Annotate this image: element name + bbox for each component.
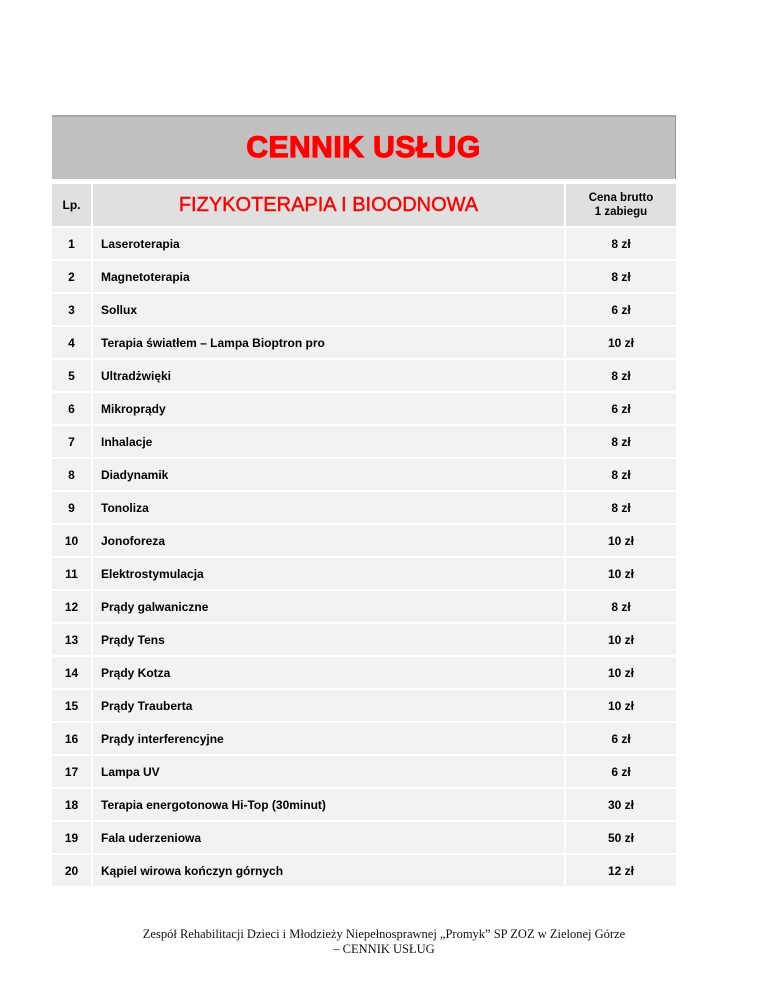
table-row: 19 Fala uderzeniowa 50 zł — [52, 822, 676, 853]
cell-price: 8 zł — [566, 591, 676, 622]
cell-lp: 17 — [52, 756, 91, 787]
cell-price: 8 zł — [566, 261, 676, 292]
table-row: 15 Prądy Trauberta 10 zł — [52, 690, 676, 721]
table-row: 10 Jonoforeza 10 zł — [52, 525, 676, 556]
table-row: 9 Tonoliza 8 zł — [52, 492, 676, 523]
table-row: 11 Elektrostymulacja 10 zł — [52, 558, 676, 589]
cell-name: Sollux — [91, 294, 566, 325]
cell-name: Ultradżwięki — [91, 360, 566, 391]
cell-price: 6 zł — [566, 723, 676, 754]
cell-price: 50 zł — [566, 822, 676, 853]
cell-name: Lampa UV — [91, 756, 566, 787]
table-row: 20 Kąpiel wirowa kończyn górnych 12 zł — [52, 855, 676, 886]
cell-name: Terapia energotonowa Hi-Top (30minut) — [91, 789, 566, 820]
cell-lp: 6 — [52, 393, 91, 424]
cell-name: Mikroprądy — [91, 393, 566, 424]
cell-price: 6 zł — [566, 756, 676, 787]
cell-lp: 9 — [52, 492, 91, 523]
header-lp: Lp. — [52, 184, 91, 226]
cell-price: 10 zł — [566, 525, 676, 556]
cell-name: Inhalacje — [91, 426, 566, 457]
title-band: CENNIK USŁUG — [52, 115, 676, 179]
table-row: 8 Diadynamik 8 zł — [52, 459, 676, 490]
cell-lp: 2 — [52, 261, 91, 292]
table-row: 18 Terapia energotonowa Hi-Top (30minut) 3… — [52, 789, 676, 820]
cell-lp: 20 — [52, 855, 91, 886]
cell-price: 8 zł — [566, 492, 676, 523]
cell-lp: 1 — [52, 228, 91, 259]
cell-name: Prądy Tens — [91, 624, 566, 655]
page-title: CENNIK USŁUG — [246, 130, 481, 164]
table-row: 16 Prądy interferencyjne 6 zł — [52, 723, 676, 754]
cell-name: Magnetoterapia — [91, 261, 566, 292]
table-row: 4 Terapia światłem – Lampa Bioptron pro 10… — [52, 327, 676, 358]
table-row: 14 Prądy Kotza 10 zł — [52, 657, 676, 688]
table-row: 1 Laseroterapia 8 zł — [52, 228, 676, 259]
cell-price: 6 zł — [566, 393, 676, 424]
cell-price: 8 zł — [566, 228, 676, 259]
cell-lp: 5 — [52, 360, 91, 391]
cell-price: 10 zł — [566, 327, 676, 358]
cell-price: 10 zł — [566, 690, 676, 721]
table-row: 13 Prądy Tens 10 zł — [52, 624, 676, 655]
cell-lp: 3 — [52, 294, 91, 325]
header-price: Cena brutto 1 zabiegu — [566, 184, 676, 226]
cell-name: Prądy Trauberta — [91, 690, 566, 721]
table-row: 5 Ultradżwięki 8 zł — [52, 360, 676, 391]
cell-lp: 10 — [52, 525, 91, 556]
cell-price: 12 zł — [566, 855, 676, 886]
cell-lp: 4 — [52, 327, 91, 358]
cell-name: Terapia światłem – Lampa Bioptron pro — [91, 327, 566, 358]
cell-name: Laseroterapia — [91, 228, 566, 259]
cell-name: Kąpiel wirowa kończyn górnych — [91, 855, 566, 886]
table-row: 2 Magnetoterapia 8 zł — [52, 261, 676, 292]
cell-lp: 19 — [52, 822, 91, 853]
table-row: 7 Inhalacje 8 zł — [52, 426, 676, 457]
cell-lp: 13 — [52, 624, 91, 655]
cell-price: 8 zł — [566, 360, 676, 391]
footer-line2: – CENNIK USŁUG — [333, 942, 435, 956]
cell-lp: 7 — [52, 426, 91, 457]
cell-lp: 15 — [52, 690, 91, 721]
cell-name: Fala uderzeniowa — [91, 822, 566, 853]
cell-price: 6 zł — [566, 294, 676, 325]
footer-line1: Zespół Rehabilitacji Dzieci i Młodzieży … — [142, 927, 626, 941]
header-price-line1: Cena brutto — [588, 192, 654, 204]
cell-lp: 16 — [52, 723, 91, 754]
cell-name: Prądy interferencyjne — [91, 723, 566, 754]
cell-price: 30 zł — [566, 789, 676, 820]
header-section: FIZYKOTERAPIA I BIOODNOWA — [91, 184, 566, 226]
cell-name: Prądy galwaniczne — [91, 591, 566, 622]
price-table: Lp. FIZYKOTERAPIA I BIOODNOWA Cena brutt… — [52, 182, 676, 888]
header-price-line2: 1 zabiegu — [594, 206, 648, 218]
cell-lp: 14 — [52, 657, 91, 688]
table-header: Lp. FIZYKOTERAPIA I BIOODNOWA Cena brutt… — [52, 184, 676, 226]
cell-name: Jonoforeza — [91, 525, 566, 556]
cell-name: Tonoliza — [91, 492, 566, 523]
cell-price: 10 zł — [566, 624, 676, 655]
cell-lp: 11 — [52, 558, 91, 589]
cell-lp: 12 — [52, 591, 91, 622]
cell-price: 10 zł — [566, 558, 676, 589]
footer: Zespół Rehabilitacji Dzieci i Młodzieży … — [0, 927, 768, 957]
table-row: 12 Prądy galwaniczne 8 zł — [52, 591, 676, 622]
table-row: 6 Mikroprądy 6 zł — [52, 393, 676, 424]
cell-lp: 18 — [52, 789, 91, 820]
table-row: 17 Lampa UV 6 zł — [52, 756, 676, 787]
cell-name: Prądy Kotza — [91, 657, 566, 688]
cell-price: 10 zł — [566, 657, 676, 688]
cell-lp: 8 — [52, 459, 91, 490]
cell-name: Diadynamik — [91, 459, 566, 490]
cell-price: 8 zł — [566, 426, 676, 457]
cell-price: 8 zł — [566, 459, 676, 490]
table-row: 3 Sollux 6 zł — [52, 294, 676, 325]
cell-name: Elektrostymulacja — [91, 558, 566, 589]
